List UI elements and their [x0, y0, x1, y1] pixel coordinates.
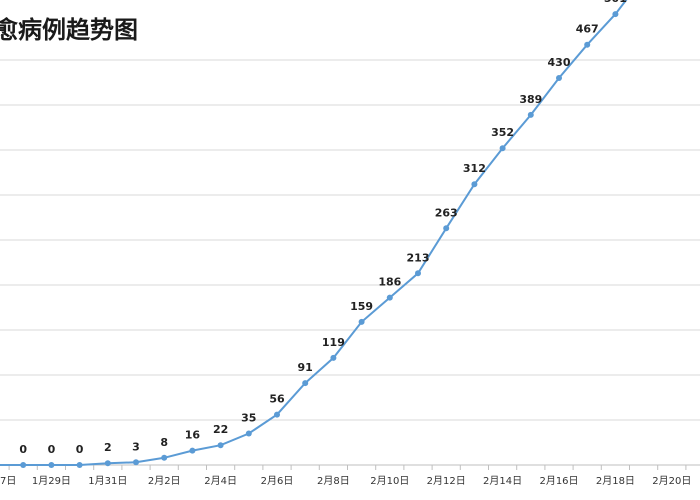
data-label: 22: [213, 423, 228, 436]
data-label: 430: [548, 56, 571, 69]
data-point: [161, 454, 168, 461]
x-tick-label: 2月8日: [317, 475, 350, 487]
data-point: [443, 225, 450, 232]
data-point: [527, 111, 534, 118]
x-tick-label: 7日: [0, 476, 16, 487]
data-point: [274, 411, 280, 418]
data-point: [386, 294, 393, 301]
data-label: 213: [407, 251, 430, 264]
x-tick-label: 2月18日: [596, 475, 635, 487]
data-label: 3: [132, 440, 140, 453]
data-label: 56: [269, 393, 285, 406]
x-tick-label: 2月14日: [483, 475, 522, 487]
data-point: [20, 462, 27, 468]
data-point: [133, 459, 139, 466]
data-point: [189, 447, 196, 454]
x-tick-label: 2月12日: [427, 475, 466, 487]
x-tick-label: 2月2日: [148, 475, 181, 487]
chart-title: 愈病例趋势图: [0, 16, 138, 44]
data-label: 119: [322, 336, 345, 349]
data-label: 467: [576, 23, 599, 36]
data-label: 16: [185, 429, 201, 442]
data-point: [48, 462, 55, 468]
data-label: 312: [463, 162, 486, 175]
data-point: [358, 318, 365, 325]
data-label: 35: [241, 412, 256, 425]
data-point: [584, 41, 591, 48]
x-tick-label: 2月20日: [652, 475, 691, 487]
data-point: [612, 11, 619, 18]
data-point: [415, 270, 421, 277]
data-points: [20, 11, 619, 468]
data-label: 159: [350, 300, 373, 313]
data-label: 501: [604, 0, 627, 5]
data-label: 8: [160, 436, 168, 449]
data-label: 352: [491, 126, 514, 139]
data-label: 2: [104, 441, 112, 454]
x-tick-labels: 7日 1月29日 1月31日 2月2日 2月4日 2月6日 2月8日 2月10日 2月12日 2月…: [0, 475, 691, 487]
data-point: [217, 442, 224, 449]
data-point: [499, 145, 506, 152]
data-point: [76, 462, 83, 468]
x-tick-label: 2月16日: [539, 475, 578, 487]
data-point: [556, 75, 562, 81]
gridlines: [0, 59, 700, 421]
data-label: 0: [76, 443, 84, 456]
data-point: [104, 460, 111, 467]
data-label: 186: [378, 276, 401, 289]
x-tick-label: 1月29日: [32, 475, 71, 487]
data-point: [302, 380, 309, 387]
x-axis: [0, 464, 700, 470]
data-label: 0: [48, 443, 56, 456]
data-label: 91: [298, 361, 313, 374]
data-label: 0: [19, 443, 27, 456]
x-tick-label: 2月6日: [261, 475, 294, 487]
data-label: 389: [519, 93, 542, 106]
x-tick-label: 2月4日: [204, 475, 237, 487]
x-tick-label: 1月31日: [88, 475, 127, 487]
data-point: [330, 354, 337, 361]
series-line-layer: [0, 0, 628, 466]
data-point: [471, 181, 478, 188]
data-label: 263: [435, 206, 458, 219]
series-line: [0, 0, 628, 466]
data-labels: 0000238162235569111915918621326331235238…: [19, 0, 627, 456]
x-tick-label: 2月10日: [370, 475, 409, 487]
data-point: [245, 430, 252, 437]
